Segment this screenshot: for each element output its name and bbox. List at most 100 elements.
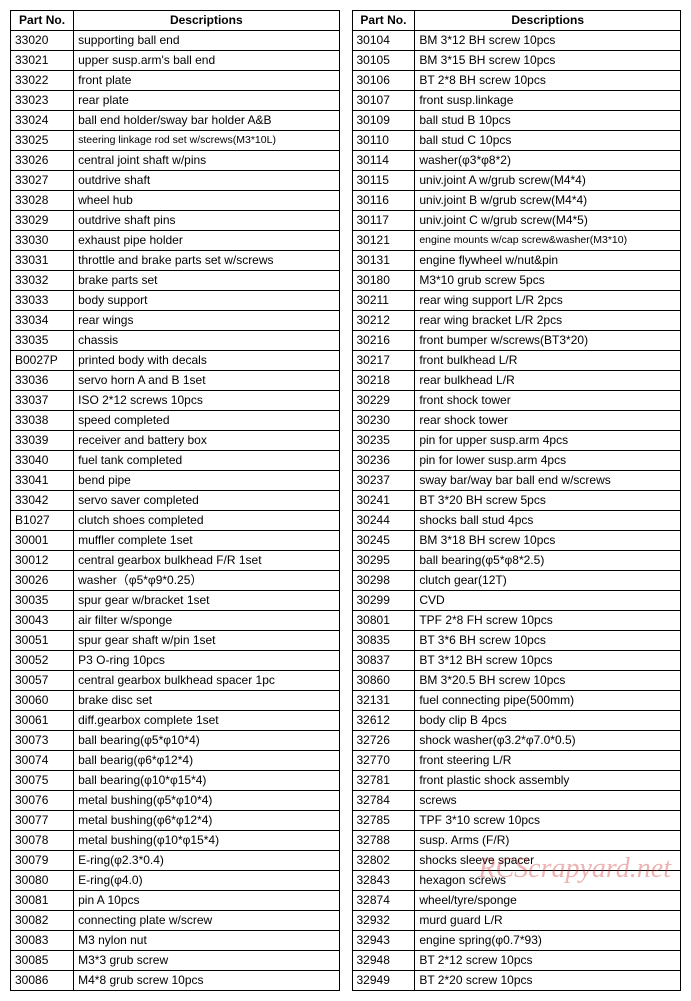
header-desc: Descriptions bbox=[74, 11, 339, 31]
table-row: 30073ball bearing(φ5*φ10*4) bbox=[11, 731, 340, 751]
table-row: 33027outdrive shaft bbox=[11, 171, 340, 191]
cell-desc: engine mounts w/cap screw&washer(M3*10) bbox=[415, 231, 681, 251]
table-row: 30117univ.joint C w/grub screw(M4*5) bbox=[352, 211, 681, 231]
table-row: 32948BT 2*12 screw 10pcs bbox=[352, 951, 681, 971]
table-row: 30837BT 3*12 BH screw 10pcs bbox=[352, 651, 681, 671]
cell-partno: 30074 bbox=[11, 751, 74, 771]
cell-desc: supporting ball end bbox=[74, 31, 339, 51]
table-row: 30217front bulkhead L/R bbox=[352, 351, 681, 371]
cell-partno: 30837 bbox=[352, 651, 415, 671]
table-row: 30212rear wing bracket L/R 2pcs bbox=[352, 311, 681, 331]
cell-desc: wheel/tyre/sponge bbox=[415, 891, 681, 911]
cell-partno: 30043 bbox=[11, 611, 74, 631]
cell-partno: 30081 bbox=[11, 891, 74, 911]
cell-partno: 30245 bbox=[352, 531, 415, 551]
cell-desc: TPF 2*8 FH screw 10pcs bbox=[415, 611, 681, 631]
tables-container: Part No. Descriptions 33020supporting ba… bbox=[10, 10, 681, 991]
table-row: 30074ball bearig(φ6*φ12*4) bbox=[11, 751, 340, 771]
table-row: 30001muffler complete 1set bbox=[11, 531, 340, 551]
cell-desc: pin for lower susp.arm 4pcs bbox=[415, 451, 681, 471]
cell-partno: 33041 bbox=[11, 471, 74, 491]
cell-partno: 33040 bbox=[11, 451, 74, 471]
cell-partno: 30105 bbox=[352, 51, 415, 71]
cell-desc: body support bbox=[74, 291, 339, 311]
cell-partno: 30104 bbox=[352, 31, 415, 51]
cell-partno: 32726 bbox=[352, 731, 415, 751]
cell-partno: 30115 bbox=[352, 171, 415, 191]
cell-desc: E-ring(φ2.3*0.4) bbox=[74, 851, 339, 871]
table-row: 30114washer(φ3*φ8*2) bbox=[352, 151, 681, 171]
table-row: 30131engine flywheel w/nut&pin bbox=[352, 251, 681, 271]
table-row: 33021upper susp.arm's ball end bbox=[11, 51, 340, 71]
table-row: 30115univ.joint A w/grub screw(M4*4) bbox=[352, 171, 681, 191]
cell-desc: rear wing support L/R 2pcs bbox=[415, 291, 681, 311]
cell-partno: 30241 bbox=[352, 491, 415, 511]
table-row: 30121engine mounts w/cap screw&washer(M3… bbox=[352, 231, 681, 251]
cell-partno: B1027 bbox=[11, 511, 74, 531]
cell-desc: P3 O-ring 10pcs bbox=[74, 651, 339, 671]
cell-desc: ISO 2*12 screws 10pcs bbox=[74, 391, 339, 411]
table-row: 33031throttle and brake parts set w/scre… bbox=[11, 251, 340, 271]
cell-desc: TPF 3*10 screw 10pcs bbox=[415, 811, 681, 831]
cell-partno: 30131 bbox=[352, 251, 415, 271]
cell-desc: front shock tower bbox=[415, 391, 681, 411]
cell-partno: 30026 bbox=[11, 571, 74, 591]
cell-desc: outdrive shaft bbox=[74, 171, 339, 191]
cell-desc: BT 2*20 screw 10pcs bbox=[415, 971, 681, 991]
table-row: 30298clutch gear(12T) bbox=[352, 571, 681, 591]
table-row: 30060brake disc set bbox=[11, 691, 340, 711]
cell-desc: printed body with decals bbox=[74, 351, 339, 371]
cell-desc: M3*3 grub screw bbox=[74, 951, 339, 971]
table-row: 30082connecting plate w/screw bbox=[11, 911, 340, 931]
table-row: 30105BM 3*15 BH screw 10pcs bbox=[352, 51, 681, 71]
parts-table-right: Part No. Descriptions 30104BM 3*12 BH sc… bbox=[352, 10, 682, 991]
cell-partno: 30107 bbox=[352, 91, 415, 111]
cell-partno: 33026 bbox=[11, 151, 74, 171]
table-row: 30107front susp.linkage bbox=[352, 91, 681, 111]
table-row: 33022front plate bbox=[11, 71, 340, 91]
cell-desc: shocks ball stud 4pcs bbox=[415, 511, 681, 531]
cell-partno: 30057 bbox=[11, 671, 74, 691]
cell-partno: 30086 bbox=[11, 971, 74, 991]
cell-partno: 32948 bbox=[352, 951, 415, 971]
cell-partno: 32949 bbox=[352, 971, 415, 991]
cell-partno: 30114 bbox=[352, 151, 415, 171]
cell-desc: clutch gear(12T) bbox=[415, 571, 681, 591]
cell-desc: fuel connecting pipe(500mm) bbox=[415, 691, 681, 711]
table-row: 33038speed completed bbox=[11, 411, 340, 431]
table-row: 30083M3 nylon nut bbox=[11, 931, 340, 951]
table-row: 33037ISO 2*12 screws 10pcs bbox=[11, 391, 340, 411]
table-row: 30106BT 2*8 BH screw 10pcs bbox=[352, 71, 681, 91]
table-row: 32726shock washer(φ3.2*φ7.0*0.5) bbox=[352, 731, 681, 751]
cell-desc: bend pipe bbox=[74, 471, 339, 491]
table-row: 30085M3*3 grub screw bbox=[11, 951, 340, 971]
cell-partno: 30078 bbox=[11, 831, 74, 851]
cell-partno: 30230 bbox=[352, 411, 415, 431]
cell-partno: 30061 bbox=[11, 711, 74, 731]
cell-desc: shocks sleeve spacer bbox=[415, 851, 681, 871]
table-row: 30086M4*8 grub screw 10pcs bbox=[11, 971, 340, 991]
cell-partno: 30085 bbox=[11, 951, 74, 971]
header-partno: Part No. bbox=[352, 11, 415, 31]
cell-partno: 33032 bbox=[11, 271, 74, 291]
table-row: 33025steering linkage rod set w/screws(M… bbox=[11, 131, 340, 151]
cell-desc: shock washer(φ3.2*φ7.0*0.5) bbox=[415, 731, 681, 751]
cell-partno: 32932 bbox=[352, 911, 415, 931]
table-row: 30104BM 3*12 BH screw 10pcs bbox=[352, 31, 681, 51]
cell-partno: 33021 bbox=[11, 51, 74, 71]
cell-partno: 30060 bbox=[11, 691, 74, 711]
table-row: 33033body support bbox=[11, 291, 340, 311]
table-row: 30012central gearbox bulkhead F/R 1set bbox=[11, 551, 340, 571]
cell-partno: 30083 bbox=[11, 931, 74, 951]
cell-desc: washer(φ3*φ8*2) bbox=[415, 151, 681, 171]
cell-desc: connecting plate w/screw bbox=[74, 911, 339, 931]
cell-desc: BM 3*18 BH screw 10pcs bbox=[415, 531, 681, 551]
cell-desc: central joint shaft w/pins bbox=[74, 151, 339, 171]
table-row: 30061diff.gearbox complete 1set bbox=[11, 711, 340, 731]
cell-partno: 30212 bbox=[352, 311, 415, 331]
table-row: 33039receiver and battery box bbox=[11, 431, 340, 451]
table-row: B1027clutch shoes completed bbox=[11, 511, 340, 531]
cell-partno: 32843 bbox=[352, 871, 415, 891]
cell-desc: receiver and battery box bbox=[74, 431, 339, 451]
cell-desc: front plate bbox=[74, 71, 339, 91]
